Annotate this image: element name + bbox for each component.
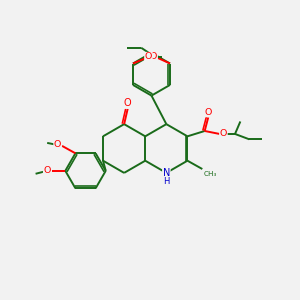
Text: CH₃: CH₃ xyxy=(204,171,217,177)
Text: O: O xyxy=(150,52,158,61)
Text: O: O xyxy=(124,98,131,108)
Text: H: H xyxy=(163,177,170,186)
Text: N: N xyxy=(163,169,170,178)
Text: O: O xyxy=(220,130,227,139)
Text: O: O xyxy=(54,140,61,149)
Text: O: O xyxy=(44,166,51,175)
Text: O: O xyxy=(205,108,212,117)
Text: O: O xyxy=(145,52,152,62)
